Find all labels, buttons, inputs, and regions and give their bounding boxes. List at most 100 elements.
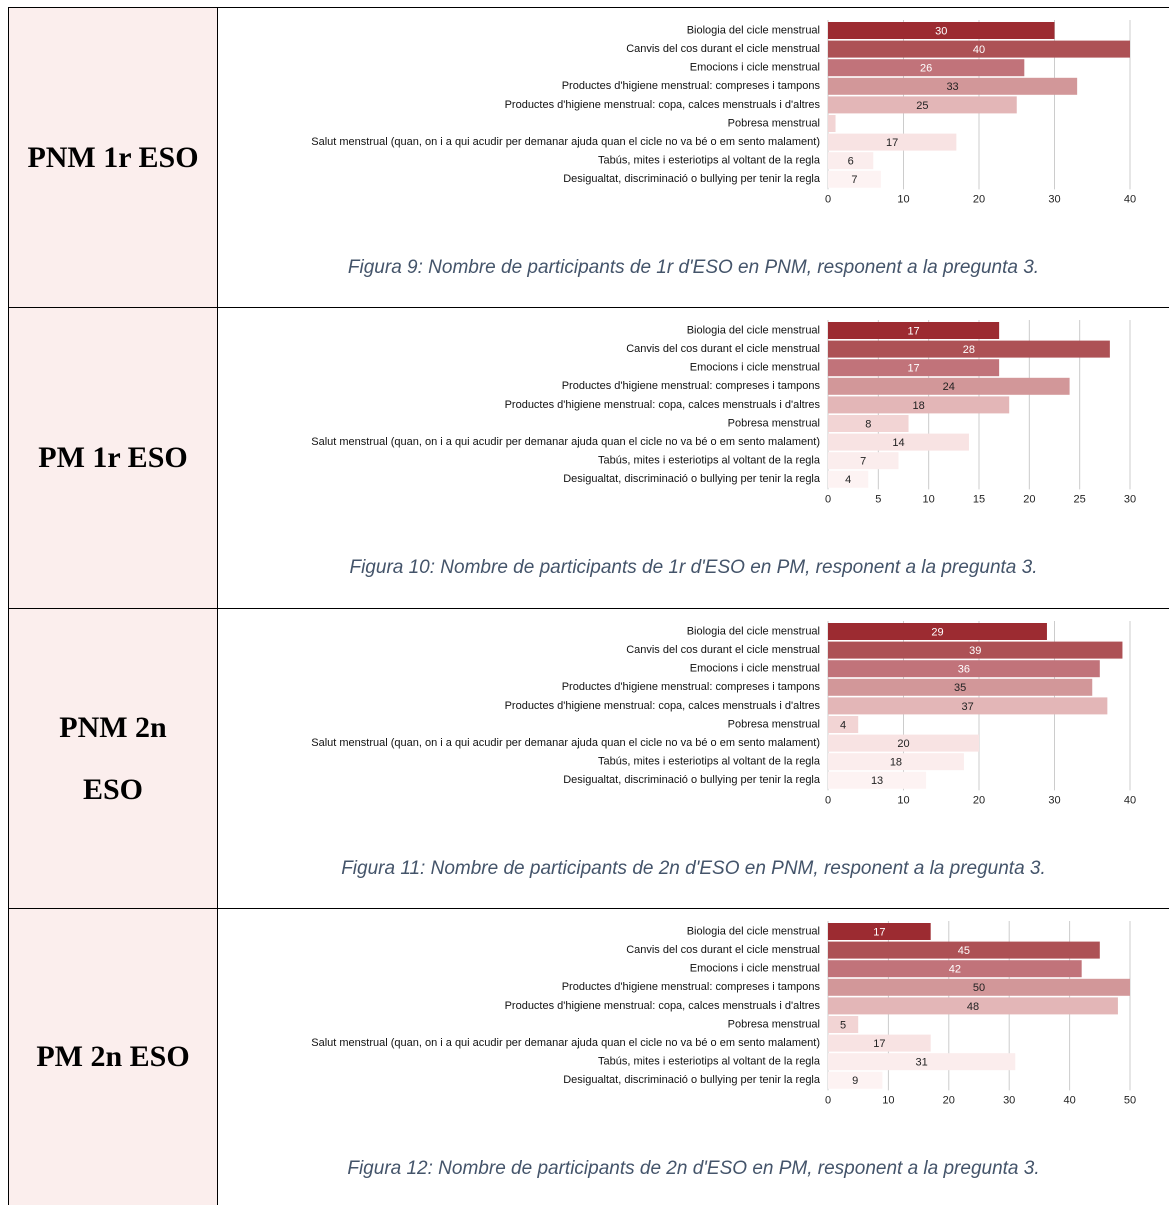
category-label: Emocions i cicle menstrual	[690, 62, 820, 74]
bar	[828, 941, 1100, 959]
x-tick-label: 10	[897, 794, 909, 806]
value-label: 20	[897, 738, 909, 750]
bar	[828, 415, 909, 432]
category-label: Tabús, mites i esteriotips al voltant de…	[598, 756, 821, 768]
bar	[828, 340, 1110, 358]
x-tick-label: 40	[1124, 193, 1136, 205]
x-tick-label: 0	[825, 1094, 831, 1106]
value-label: 24	[943, 381, 955, 393]
bar	[828, 1034, 931, 1052]
value-label: 17	[873, 1038, 885, 1050]
bar	[828, 1016, 859, 1033]
row-label: PNM 1r ESO	[27, 140, 199, 174]
category-label: Emocions i cicle menstrual	[690, 362, 820, 374]
category-label: Tabús, mites i esteriotips al voltant de…	[598, 455, 821, 467]
value-label: 39	[969, 645, 981, 657]
value-label: 4	[840, 719, 846, 731]
value-label: 7	[851, 174, 857, 186]
bar	[828, 697, 1108, 715]
category-label: Desigualtat, discriminació o bullying pe…	[563, 473, 821, 485]
value-label: 17	[873, 926, 885, 938]
value-label: 26	[920, 63, 932, 75]
caption: Figura 9: Nombre de participants de 1r d…	[347, 257, 1040, 278]
category-label: Canvis del cos durant el cicle menstrual	[626, 644, 820, 656]
bar	[828, 771, 927, 789]
row-label: PM 2n ESO	[36, 1040, 190, 1073]
value-label: 30	[935, 25, 947, 37]
caption: Figura 10: Nombre de participants de 1r …	[349, 557, 1038, 578]
category-label: Salut menstrual (quan, on i a qui acudir…	[311, 737, 820, 749]
value-label: 9	[852, 1075, 858, 1087]
table-border	[8, 307, 1169, 308]
bar	[828, 133, 957, 151]
bar	[828, 678, 1093, 696]
bar	[828, 960, 1082, 978]
category-label: Productes d'higiene menstrual: copa, cal…	[505, 1000, 821, 1012]
category-label: Productes d'higiene menstrual: compreses…	[562, 380, 821, 392]
category-label: Biologia del cicle menstrual	[687, 324, 820, 336]
category-label: Desigualtat, discriminació o bullying pe…	[563, 173, 821, 185]
category-label: Biologia del cicle menstrual	[687, 625, 820, 637]
x-tick-label: 30	[1003, 1094, 1015, 1106]
x-tick-label: 30	[1048, 794, 1060, 806]
x-tick-label: 0	[825, 794, 831, 806]
bar-chart: 0 10 20 30 40 Biologia del cicle menstrual 29 C…	[311, 621, 1136, 806]
bar	[828, 978, 1130, 996]
category-label: Productes d'higiene menstrual: compreses…	[562, 80, 821, 92]
caption: Figura 11: Nombre de participants de 2n …	[341, 858, 1046, 879]
bar	[828, 396, 1010, 414]
bar	[828, 433, 969, 451]
x-tick-label: 15	[973, 493, 985, 505]
bar	[828, 115, 836, 132]
bar	[828, 359, 1000, 377]
value-label: 5	[840, 1019, 846, 1031]
x-tick-label: 0	[825, 193, 831, 205]
bar	[828, 1053, 1016, 1071]
x-tick-label: 30	[1048, 193, 1060, 205]
category-label: Productes d'higiene menstrual: copa, cal…	[505, 700, 821, 712]
value-label: 28	[963, 344, 975, 356]
bar	[828, 470, 869, 488]
x-tick-label: 0	[825, 493, 831, 505]
bar	[828, 716, 859, 733]
category-label: Productes d'higiene menstrual: copa, cal…	[505, 399, 821, 411]
bar-chart: 0 5 10 15 20 25 30 Biologia del cicle menstrual…	[311, 320, 1136, 505]
table-border	[217, 7, 218, 1205]
category-label: Desigualtat, discriminació o bullying pe…	[563, 774, 821, 786]
value-label: 37	[962, 701, 974, 713]
x-tick-label: 40	[1124, 794, 1136, 806]
value-label: 6	[848, 156, 854, 168]
category-label: Productes d'higiene menstrual: copa, cal…	[505, 99, 821, 111]
value-label: 45	[958, 945, 970, 957]
table-border	[8, 608, 1169, 609]
value-label: 40	[973, 44, 985, 56]
bar	[828, 997, 1118, 1015]
value-label: 35	[954, 682, 966, 694]
table-border	[8, 908, 1169, 909]
x-tick-label: 20	[973, 193, 985, 205]
x-tick-label: 40	[1063, 1094, 1075, 1106]
category-label: Salut menstrual (quan, on i a qui acudir…	[311, 136, 820, 148]
category-label: Emocions i cicle menstrual	[690, 663, 820, 675]
value-label: 50	[973, 982, 985, 994]
category-label: Pobresa menstrual	[728, 1018, 820, 1030]
value-label: 42	[949, 964, 961, 976]
bar	[828, 22, 1055, 39]
value-label: 18	[912, 400, 924, 412]
value-label: 33	[946, 81, 958, 93]
value-label: 25	[916, 100, 928, 112]
category-label: Salut menstrual (quan, on i a qui acudir…	[311, 1037, 820, 1049]
category-label: Pobresa menstrual	[728, 417, 820, 429]
bar	[828, 59, 1025, 77]
bar	[828, 641, 1123, 659]
row-label-cell: PM 1r ESO	[9, 308, 217, 608]
bar	[828, 322, 1000, 339]
category-label: Desigualtat, discriminació o bullying pe…	[563, 1074, 821, 1086]
table-border	[8, 7, 9, 1205]
category-label: Emocions i cicle menstrual	[690, 963, 820, 975]
value-label: 4	[845, 474, 851, 486]
x-tick-label: 10	[882, 1094, 894, 1106]
bar	[828, 734, 979, 752]
bar	[828, 753, 964, 771]
